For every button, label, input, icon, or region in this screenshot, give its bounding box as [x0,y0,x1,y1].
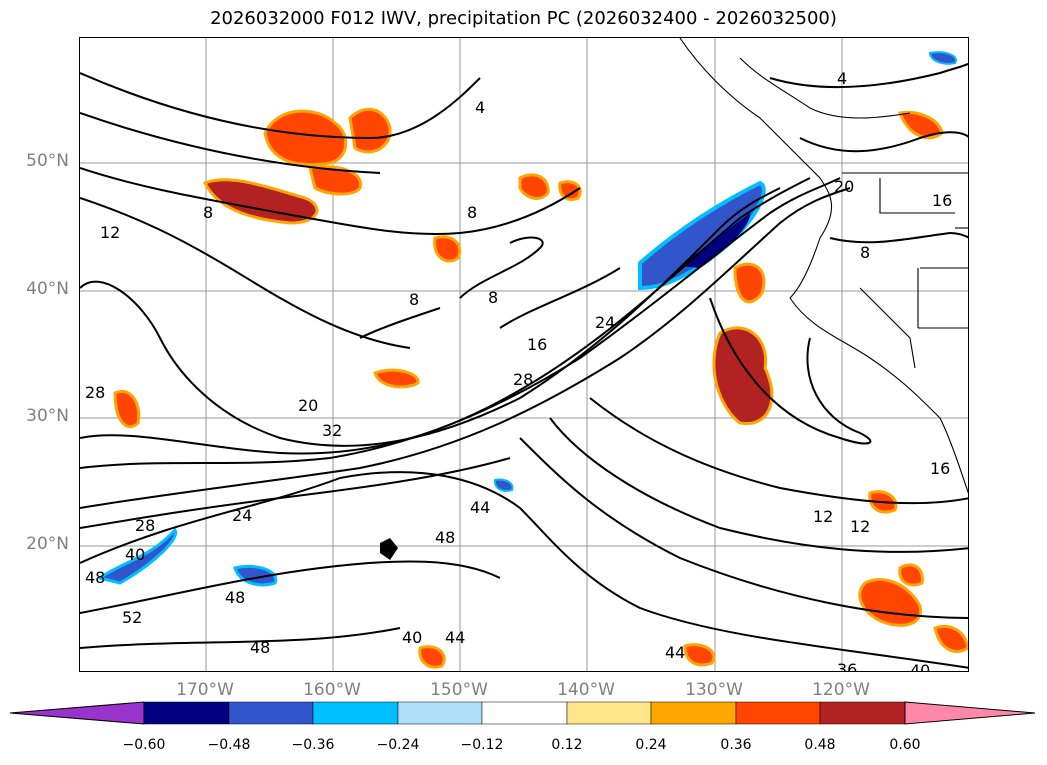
contour-label: 28 [85,383,105,402]
lon-label-140w: 140°W [557,680,615,700]
coastline [679,38,968,494]
lat-label-20n: 20°N [26,534,69,554]
contour-label: 20 [298,396,318,415]
contour-label: 16 [932,191,952,210]
contour-label: 44 [445,628,465,647]
colorbar-tick-label: 0.12 [551,737,583,753]
contour-label: 40 [402,628,422,647]
contour-label: 48 [225,588,245,607]
contour-label: 20 [834,177,854,196]
contour-label: 24 [232,506,252,525]
contour-label: 12 [813,507,833,526]
contour-label: 12 [850,517,870,536]
colorbar-segment [312,701,399,725]
contour-label-group: 4 4 8 8 8 8 8 12 12 12 16 16 16 20 20 24… [85,69,952,672]
colorbar-tick-label: 0.60 [889,737,921,753]
colorbar-tick-label: −0.12 [460,737,504,753]
map-panel[interactable]: 4 4 8 8 8 8 8 12 12 12 16 16 16 20 20 24… [79,37,969,672]
colorbar-tick-label: −0.60 [122,737,166,753]
lat-label-50n: 50°N [26,151,69,171]
map-title: 2026032000 F012 IWV, precipitation PC (2… [210,8,837,29]
hawaii-islands [380,538,398,560]
colorbar-segment [650,701,737,725]
contour-label: 8 [467,203,477,222]
colorbar-segment [735,701,821,725]
colorbar-tick-label: −0.24 [376,737,420,753]
colorbar-tick-label: −0.48 [207,737,251,753]
colorbar-tick-label: 0.24 [635,737,667,753]
contour-label: 36 [837,660,857,672]
lat-label-30n: 30°N [26,406,69,426]
iwv-contours [80,62,968,669]
contour-label: 8 [409,290,419,309]
contour-label: 28 [135,516,155,535]
colorbar-segment [481,701,568,725]
colorbar-extend-max [904,701,1036,725]
contour-label: 16 [930,459,950,478]
contour-label: 52 [122,608,142,627]
colorbar-segment [397,701,483,725]
contour-label: 4 [475,98,485,117]
contour-label: 48 [435,528,455,547]
contour-label: 40 [910,661,930,672]
contour-label: 8 [860,243,870,262]
lon-label-170w: 170°W [176,680,234,700]
colorbar-extend-min [9,701,145,725]
lon-label-160w: 160°W [303,680,361,700]
contour-label: 8 [203,203,213,222]
contour-label: 32 [322,421,342,440]
colorbar [9,701,1036,725]
contour-label: 4 [837,69,847,88]
colorbar-segment [819,701,906,725]
lat-label-40n: 40°N [26,279,69,299]
colorbar-tick-label: −0.36 [291,737,335,753]
lon-label-130w: 130°W [685,680,743,700]
colorbar-segment [566,701,652,725]
colorbar-segment [228,701,314,725]
colorbar-tick-label: 0.48 [804,737,836,753]
contour-label: 24 [595,313,615,332]
map-canvas: 4 4 8 8 8 8 8 12 12 12 16 16 16 20 20 24… [80,38,968,672]
contour-label: 44 [470,498,490,517]
contour-label: 28 [513,370,533,389]
precip-positive-areas [113,107,968,669]
contour-label: 44 [665,643,685,662]
graticule [80,38,968,671]
contour-label: 16 [527,335,547,354]
lon-label-120w: 120°W [812,680,870,700]
lon-label-150w: 150°W [430,680,488,700]
colorbar-tick-label: 0.36 [720,737,752,753]
colorbar-segment [143,701,230,725]
contour-label: 8 [488,288,498,307]
contour-label: 40 [125,545,145,564]
contour-label: 12 [100,223,120,242]
contour-label: 48 [85,568,105,587]
contour-label: 48 [250,638,270,657]
